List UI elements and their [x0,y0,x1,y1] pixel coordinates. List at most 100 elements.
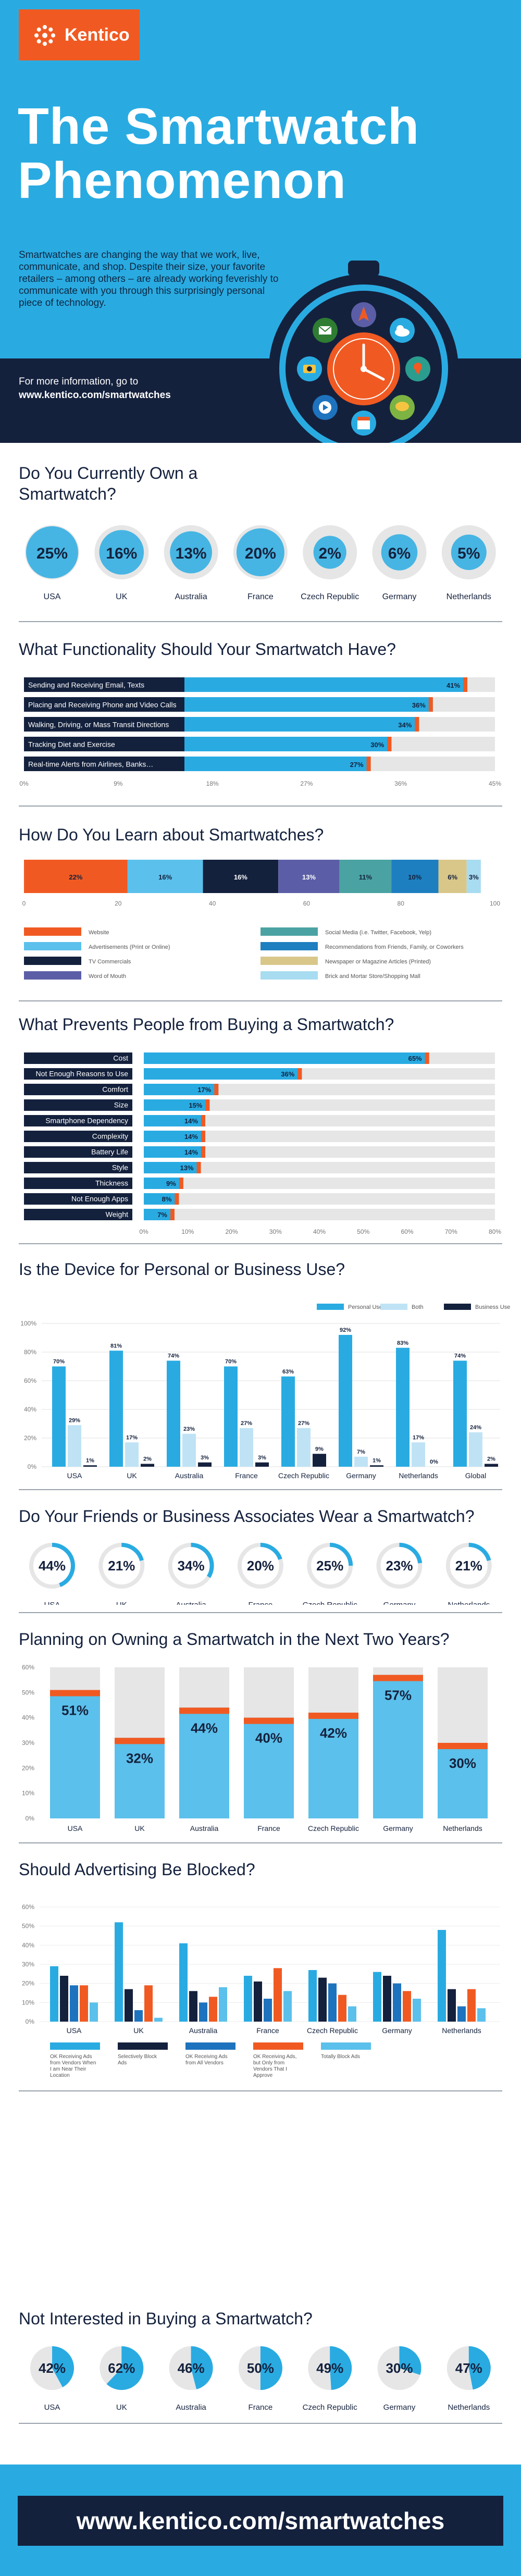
advertising-legend-swatch [50,2042,100,2050]
advertising-legend-label: OK Receiving Ads, but Only from Vendors Th… [253,2054,296,2078]
prevents-value-label: 17% [197,1086,211,1094]
use-bar [240,1428,253,1467]
advertising-bar [274,1968,282,2022]
use-bar [370,1465,383,1467]
use-value-label: 74% [168,1353,179,1359]
prevents-category-box [24,1115,132,1126]
friends-ring-arc [260,1543,282,1561]
prevents-tick-label: 30% [269,1228,282,1235]
own-value-blob [26,526,78,578]
footer-url-link[interactable]: www.kentico.com/smartwatches [76,2507,445,2534]
functionality-tick-label: 0% [19,780,29,787]
functionality-chart: Sending and Receiving Email, Texts 41% Pla… [19,677,501,787]
learn-legend-label: Advertisements (Print or Online) [89,944,170,950]
prevents-category-box [24,1068,132,1080]
prevents-bar-cap [297,1068,302,1080]
prevents-value-label: 8% [162,1195,172,1203]
use-legend-swatch [380,1304,407,1310]
use-value-label: 3% [201,1455,209,1461]
friends-chart: 44% USA 21% UK 34% Australia 20% France 25% Czech… [29,1543,492,1605]
own-value-label: 2% [319,545,341,562]
advertising-legend-label: OK Receiving Ads from All Vendors [185,2054,228,2066]
advertising-category-label: Czech Republic [307,2026,358,2035]
prevents-bar [144,1099,210,1111]
advertising-bar [308,1970,317,2022]
functionality-bar [184,757,371,771]
not_interested-value-label: 42% [39,2360,66,2376]
learn-legend-swatch [24,971,81,980]
advertising-bar [50,1966,58,2022]
planning-value-label: 30% [449,1755,476,1771]
kentico-logo[interactable]: Kentico [19,9,140,60]
not_interested-pie-slice [330,2346,352,2390]
advertising-bar [403,1991,411,2022]
use-legend-label: Personal Use [348,1304,382,1310]
use-category-label: UK [127,1471,137,1480]
own-value-label: 13% [176,545,207,562]
not_interested-country-label: France [249,2403,273,2412]
prevents-category-label: Comfort [102,1085,128,1093]
divider [19,1842,502,1843]
planning-tick-label: 60% [22,1664,34,1671]
learn-legend-label: Recommendations from Friends, Family, or… [325,944,464,950]
use-tick-label: 80% [24,1348,36,1356]
prevents-tick-label: 20% [225,1228,238,1235]
use-bar [469,1432,482,1467]
use-value-label: 81% [110,1343,122,1349]
learn-legend-swatch [260,957,318,965]
planning-bar [115,1738,165,1818]
own-country-label: France [247,592,274,601]
intro-text: Smartwatches are changing the way that w… [19,250,279,308]
prevents-category-label: Not Enough Reasons to Use [36,1069,129,1078]
friends-value-label: 23% [386,1558,413,1574]
friends-country-label: France [249,1601,273,1605]
use-value-label: 63% [282,1369,294,1375]
section-title-prevents: What Prevents People from Buying a Smart… [19,1015,394,1034]
learn-legend-swatch [24,957,81,965]
prevents-track [144,1193,495,1205]
friends-ring-arc [329,1543,353,1566]
use-bar [83,1465,97,1467]
use-tick-label: 0% [28,1463,37,1470]
use-chart: Personal Use Both Business Use 0% 20% 40% 60% 8… [20,1304,510,1480]
own-country-label: Czech Republic [301,592,359,601]
prevents-category-label: Thickness [95,1179,128,1187]
prevents-bar [144,1084,219,1095]
play-app-icon [313,395,338,420]
use-bar [281,1376,295,1467]
prevents-category-label: Smartphone Dependency [45,1116,128,1124]
not_interested-pie-slice [106,2346,144,2390]
hero-banner: Kentico The Smartwatch Phenomenon Smartw… [0,0,521,443]
advertising-category-label: France [256,2026,279,2035]
prevents-value-label: 14% [184,1148,198,1156]
friends-country-label: Czech Republic [303,1601,358,1605]
prevents-category-box [24,1131,132,1142]
section-title-own: Do You Currently Own a Smartwatch? [19,464,198,503]
prevents-bar-cap [201,1115,205,1126]
advertising-bar [144,1985,153,2022]
not_interested-pie-slice [399,2346,421,2375]
planning-tick-label: 30% [22,1739,34,1747]
planning-bar-cap [179,1707,229,1714]
functionality-bar-cap [415,717,419,732]
more-info-link[interactable]: www.kentico.com/smartwatches [19,390,171,401]
friends-country-label: Australia [176,1601,206,1605]
own-value-blob [451,535,487,570]
functionality-tick-label: 36% [394,780,407,787]
use-category-label: Germany [346,1471,376,1480]
advertising-category-label: Netherlands [442,2026,481,2035]
prevents-tick-label: 0% [139,1228,148,1235]
use-legend-swatch [317,1304,344,1310]
use-legend-label: Business Use [475,1304,510,1310]
advertising-legend-swatch [185,2042,235,2050]
footer-bar [18,2496,503,2546]
advertising-category-label: Australia [189,2026,218,2035]
functionality-bar-cap [366,757,371,771]
advertising-tick-label: 30% [22,1961,34,1968]
learn-segment-label: 10% [408,873,421,881]
advertising-legend-swatch [118,2042,168,2050]
divider [19,1612,502,1613]
friends-value-label: 20% [247,1558,274,1574]
calendar-app-icon [351,411,376,436]
planning-value-label: 44% [191,1720,218,1736]
